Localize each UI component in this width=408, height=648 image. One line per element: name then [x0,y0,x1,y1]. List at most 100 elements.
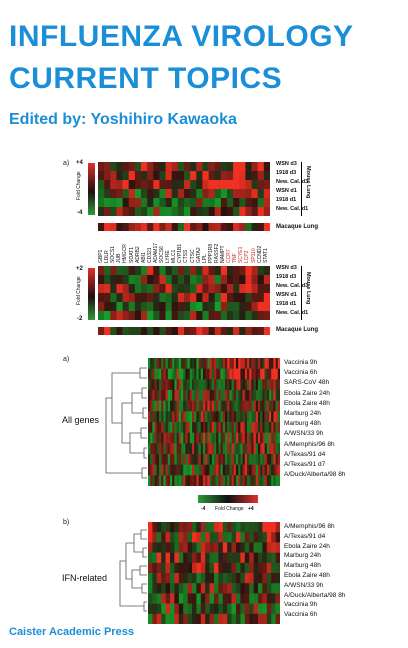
heat-cell [266,552,272,564]
heat-cell [153,311,160,320]
heat-cell [218,532,224,543]
heatmap-top-2 [98,266,270,320]
heat-cell [185,400,188,412]
heat-cell [231,522,237,533]
heat-cell [150,358,153,369]
heat-cell [194,422,197,433]
heat-cell [150,432,153,444]
heat-cell [260,475,263,486]
heat-cell [153,266,160,276]
heat-cell [110,223,117,231]
heat-cell [238,454,241,465]
heat-cell [196,411,199,423]
heat-cell [110,198,117,208]
heat-cell [200,379,204,391]
heat-cell [251,327,259,335]
heat-cell [152,454,155,465]
heat-cell [227,207,234,216]
heat-cell [236,542,241,553]
heat-cell [277,400,280,412]
heat-cell [148,454,151,465]
heat-cell [196,311,203,320]
heat-cell [262,358,265,369]
heat-cell [233,475,237,486]
heat-cell [167,432,171,444]
heat-cell [198,464,202,476]
heat-cell [208,162,216,172]
heat-cell [264,422,268,433]
group-label-2: Mouse Lung [305,272,311,305]
heat-cell [260,390,263,401]
heat-cell [231,454,235,465]
heat-cell [205,562,210,574]
heat-cell [98,207,105,216]
heat-cell [159,390,162,401]
heat-cell [153,293,160,303]
heat-cell [183,552,188,564]
heat-cell [200,562,206,574]
heat-cell [227,275,234,285]
heat-cell [202,311,209,320]
heat-cell [183,593,188,604]
heat-cell [236,358,239,369]
heat-cell [220,275,228,285]
heat-cell [236,593,241,604]
heat-cell [98,162,105,172]
heat-cell [227,542,232,553]
heat-cell [205,583,210,594]
heat-cell [178,593,184,604]
heat-cell [141,189,148,199]
heat-cell [187,432,191,444]
heat-cell [251,302,259,312]
heat-cell [209,390,213,401]
heat-cell [196,583,202,594]
heat-cell [196,198,203,208]
heat-cell [263,207,270,216]
heat-cell [154,443,158,455]
heat-cell [222,562,228,574]
heat-cell [236,422,239,433]
heat-cell [148,562,153,574]
heat-cell [154,411,158,423]
heat-cell [269,390,272,401]
heat-cell [214,368,217,380]
heat-cell [214,532,219,543]
heat-cell [134,293,142,303]
heat-cell [116,207,123,216]
heat-cell [159,475,162,486]
heat-cell [161,603,166,615]
heat-cell [207,422,210,433]
heat-cell [181,443,184,455]
heat-cell [257,275,265,285]
heat-cell [209,562,215,574]
heat-cell [211,368,215,380]
heat-cell [239,311,246,320]
heat-cell [207,432,210,444]
scale-mid-min: -4 [201,506,206,512]
heat-cell [165,180,173,190]
heat-cell [227,390,230,401]
heat-cell [190,171,197,181]
heat-cell [170,552,175,564]
heat-cell [196,379,199,391]
heat-cell [231,542,237,553]
heat-cell [134,180,142,190]
heat-cell [178,411,182,423]
heat-cell [227,284,234,294]
heat-cell [152,532,158,543]
heat-cell [177,171,185,181]
heat-cell [148,613,153,624]
editor-line: Edited by: Yoshihiro Kawaoka [9,111,237,128]
heat-cell [245,311,252,320]
heat-cell [247,475,250,486]
heat-cell [240,475,243,486]
heat-cell [147,311,154,320]
heat-cell [222,454,226,465]
heat-cell [200,522,206,533]
heat-cell [187,443,191,455]
heat-cell [122,180,130,190]
heat-cell [249,613,254,624]
heat-cell [189,368,193,380]
heat-cell [262,454,265,465]
heat-cell [196,327,203,335]
